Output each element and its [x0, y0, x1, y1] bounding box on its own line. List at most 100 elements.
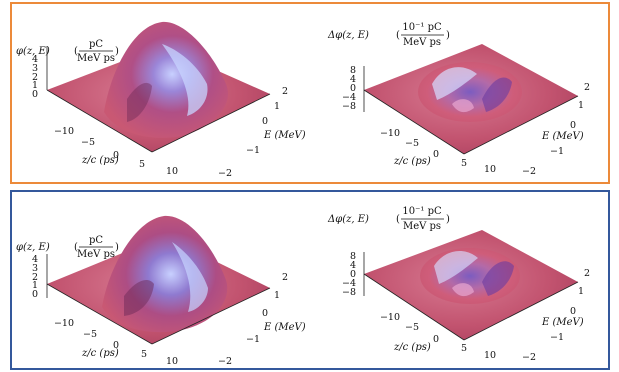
- dphi-ytick-1: 1: [578, 100, 584, 111]
- dphi-ztick-1: 4: [350, 74, 356, 85]
- phi-xtick-3: 5: [139, 159, 145, 170]
- dphi-ztick-2: 0: [350, 269, 356, 280]
- dphi-ytick-1: 1: [578, 286, 584, 297]
- phi-ztick-3: 1: [32, 280, 38, 291]
- dphi-ytick-2: 0: [570, 120, 576, 131]
- phi-z-ticks: 4 3 2 1 0: [32, 54, 38, 100]
- phi-x-ticks: −10 −5 0 5 10: [54, 318, 178, 367]
- phi-zlabel-paren-close: ): [115, 46, 119, 57]
- phi-ytick-0: 2: [282, 272, 288, 283]
- phi-ytick-3: −1: [246, 334, 260, 345]
- phi-ytick-2: 0: [262, 116, 268, 127]
- dphi-ridge-3: [452, 99, 474, 113]
- phi-xlabel: z/c (ps): [81, 348, 119, 359]
- phi-x-axis: [46, 283, 153, 345]
- dphi-ridge-2: [482, 77, 512, 112]
- dphi-xlabel: z/c (ps): [393, 156, 431, 167]
- dphi-ztick-4: −8: [342, 287, 356, 298]
- phi-xlabel: z/c (ps): [81, 155, 119, 166]
- dphi-ztick-3: −4: [342, 278, 356, 289]
- phi-plot-bottom: 4 3 2 1 0 φ(z, E) ( pC MeV ps ) −10 −5 0…: [16, 215, 306, 367]
- top-panel-figure: 4 3 2 1 0 φ(z, E) ( pC MeV ps ) −10 −5 0…: [16, 21, 590, 179]
- phi-xtick-1: −5: [81, 137, 95, 148]
- dphi-xtick-0: −10: [380, 128, 400, 139]
- dphi-y-ticks: 2 1 0 −1 −2: [522, 82, 590, 177]
- dphi-ytick-3: −1: [550, 332, 564, 343]
- phi-ztick-0: 4: [32, 254, 38, 265]
- phi-xtick-0: −10: [54, 318, 74, 329]
- dphi-xtick-4: 10: [484, 350, 496, 361]
- phi-ztick-1: 3: [32, 63, 38, 74]
- phi-ztick-0: 4: [32, 54, 38, 65]
- phi-ztick-3: 1: [32, 80, 38, 91]
- dphi-zlabel-num: 10⁻¹ pC: [402, 206, 442, 217]
- dphi-ridge-3: [452, 283, 474, 297]
- phi-x-ticks: −10 −5 0 5 10: [54, 126, 178, 177]
- dphi-ylabel: E (MeV): [541, 317, 584, 328]
- phi-zlabel-den: MeV ps: [77, 53, 115, 64]
- phi-xtick-2: 0: [113, 340, 119, 351]
- phi-ytick-1: 1: [274, 290, 280, 301]
- dphi-ytick-4: −2: [522, 352, 536, 363]
- phi-hill: [104, 21, 228, 138]
- phi-zlabel-symbol: φ(z, E): [16, 242, 50, 253]
- phi-ytick-3: −1: [246, 145, 260, 156]
- phi-xtick-1: −5: [83, 329, 97, 340]
- dphi-ridge-1: [432, 67, 477, 100]
- phi-zlabel-num: pC: [89, 39, 103, 50]
- dphi-x-axis: [363, 89, 465, 155]
- dphi-z-ticks: 8 4 0 −4 −8: [342, 251, 356, 298]
- dphi-ztick-0: 8: [350, 251, 356, 262]
- phi-zlabel-paren-open: (: [74, 242, 78, 253]
- dphi-xtick-2: 0: [433, 334, 439, 345]
- phi-hill-highlight: [162, 44, 208, 116]
- dphi-zlabel-paren-close: ): [446, 30, 450, 41]
- phi-zlabel-den: MeV ps: [77, 249, 115, 260]
- phi-zlabel-num: pC: [89, 235, 103, 246]
- phi-y-axis: [151, 93, 271, 153]
- dphi-ytick-0: 2: [584, 82, 590, 93]
- phi-ylabel: E (MeV): [263, 130, 306, 141]
- dphi-zlabel-den: MeV ps: [403, 37, 441, 48]
- top-panel: 4 3 2 1 0 φ(z, E) ( pC MeV ps ) −10 −5 0…: [10, 2, 610, 184]
- phi-xtick-2: 0: [113, 150, 119, 161]
- phi-zlabel-paren-close: ): [115, 242, 119, 253]
- bottom-panel-figure: 4 3 2 1 0 φ(z, E) ( pC MeV ps ) −10 −5 0…: [16, 206, 590, 367]
- dphi-y-ticks: 2 1 0 −1 −2: [522, 268, 590, 363]
- dphi-plot-top: 8 4 0 −4 −8 Δφ(z, E) ( 10⁻¹ pC MeV ps ) …: [327, 22, 590, 177]
- dphi-xtick-0: −10: [380, 312, 400, 323]
- dphi-ridge-2: [482, 261, 514, 296]
- phi-x-axis: [46, 89, 153, 153]
- dphi-zlabel-symbol: Δφ(z, E): [327, 214, 369, 225]
- dphi-ytick-2: 0: [570, 306, 576, 317]
- dphi-zlabel-paren-open: (: [396, 214, 400, 225]
- dphi-ztick-2: 0: [350, 83, 356, 94]
- phi-plot-top: 4 3 2 1 0 φ(z, E) ( pC MeV ps ) −10 −5 0…: [16, 21, 306, 179]
- dphi-y-axis: [463, 281, 579, 341]
- phi-ytick-4: −2: [218, 168, 232, 179]
- dphi-xtick-1: −5: [405, 138, 419, 149]
- phi-ytick-1: 1: [274, 101, 280, 112]
- dphi-ztick-0: 8: [350, 65, 356, 76]
- phi-hill-highlight: [172, 242, 208, 312]
- phi-hill-shadow: [127, 82, 152, 122]
- phi-zlabel-symbol: φ(z, E): [16, 46, 50, 57]
- phi-zlabel-paren-open: (: [74, 46, 78, 57]
- dphi-ridge-1: [434, 251, 478, 284]
- phi-xtick-3: 5: [141, 349, 147, 360]
- dphi-xtick-3: 5: [461, 158, 467, 169]
- phi-ytick-4: −2: [218, 356, 232, 367]
- phi-ztick-2: 2: [32, 272, 38, 283]
- dphi-x-axis: [363, 273, 465, 341]
- dphi-x-ticks: −10 −5 0 5 10: [380, 128, 496, 175]
- phi-y-ticks: 2 1 0 −1 −2: [218, 86, 288, 179]
- dphi-ztick-4: −8: [342, 101, 356, 112]
- phi-ytick-2: 0: [262, 308, 268, 319]
- bottom-panel: 4 3 2 1 0 φ(z, E) ( pC MeV ps ) −10 −5 0…: [10, 190, 610, 370]
- phi-y-ticks: 2 1 0 −1 −2: [218, 272, 288, 367]
- phi-ztick-2: 2: [32, 72, 38, 83]
- phi-y-axis: [151, 287, 271, 345]
- dphi-xlabel: z/c (ps): [393, 342, 431, 353]
- dphi-x-ticks: −10 −5 0 5 10: [380, 312, 496, 361]
- phi-xtick-4: 10: [166, 356, 178, 367]
